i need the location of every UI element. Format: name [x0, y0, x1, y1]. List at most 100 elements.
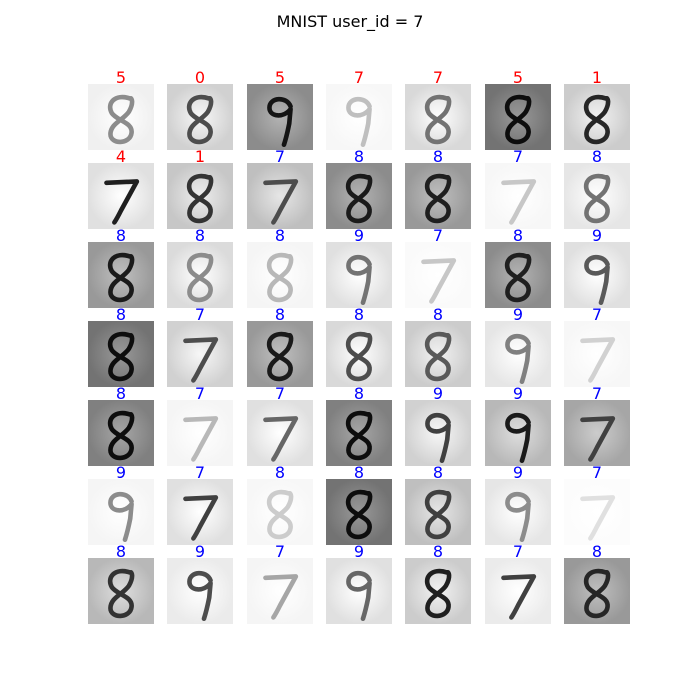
digit-stroke [425, 412, 451, 464]
digit-image [167, 479, 233, 545]
image-background [485, 558, 551, 624]
digit-cell: 8 [88, 228, 154, 308]
predicted-label: 7 [591, 384, 603, 403]
predicted-label: 8 [274, 226, 286, 245]
digit-cell: 1 [167, 149, 233, 229]
digit-image [326, 242, 392, 308]
digit-stroke [424, 173, 452, 224]
digit-stroke [183, 416, 219, 462]
predicted-label: 8 [591, 542, 603, 561]
predicted-label: 7 [194, 384, 206, 403]
digit-cell: 8 [405, 307, 471, 387]
image-background [564, 321, 630, 387]
digit-stroke [584, 254, 610, 306]
digit-stroke [266, 489, 294, 540]
predicted-label: 7 [194, 305, 206, 324]
digit-stroke [424, 489, 452, 540]
digit-cell: 7 [564, 386, 630, 466]
predicted-label: 8 [115, 226, 127, 245]
digit-stroke [346, 96, 372, 148]
image-background [167, 400, 233, 466]
predicted-label: 8 [432, 147, 444, 166]
digit-cell: 5 [485, 70, 551, 150]
predicted-label: 0 [194, 68, 206, 87]
digit-stroke [580, 416, 616, 462]
digit-stroke [504, 94, 532, 145]
image-background [485, 163, 551, 229]
image-background [247, 163, 313, 229]
digit-cell: 7 [167, 386, 233, 466]
digit-image [167, 400, 233, 466]
predicted-label: 7 [353, 68, 365, 87]
digit-image [167, 321, 233, 387]
image-background [167, 321, 233, 387]
digit-image [485, 163, 551, 229]
digit-image [167, 163, 233, 229]
image-background [167, 479, 233, 545]
digit-stroke [345, 410, 373, 461]
digit-stroke [345, 331, 373, 382]
digit-stroke [501, 179, 537, 225]
predicted-label: 9 [194, 542, 206, 561]
digit-image [405, 479, 471, 545]
digit-image [88, 321, 154, 387]
digit-image [167, 558, 233, 624]
predicted-label: 8 [353, 305, 365, 324]
digit-image [564, 84, 630, 150]
digit-stroke [107, 568, 135, 619]
digit-cell: 7 [247, 149, 313, 229]
digit-image [167, 84, 233, 150]
digit-image [405, 84, 471, 150]
page-title: MNIST user_id = 7 [276, 12, 424, 31]
predicted-label: 9 [512, 305, 524, 324]
digit-stroke [501, 574, 537, 620]
predicted-label: 8 [432, 305, 444, 324]
digit-image [405, 558, 471, 624]
digit-stroke [583, 94, 611, 145]
digit-image [485, 242, 551, 308]
digit-stroke [424, 568, 452, 619]
digit-stroke [421, 258, 457, 304]
digit-image [405, 400, 471, 466]
digit-stroke [580, 495, 616, 541]
digit-image [247, 400, 313, 466]
digit-cell: 9 [564, 228, 630, 308]
digit-cell: 7 [564, 307, 630, 387]
digit-image [405, 242, 471, 308]
digit-cell: 8 [326, 149, 392, 229]
digit-image [88, 400, 154, 466]
digit-stroke [107, 331, 135, 382]
predicted-label: 8 [591, 147, 603, 166]
predicted-label: 7 [591, 463, 603, 482]
digit-cell: 5 [247, 70, 313, 150]
digit-stroke [267, 96, 293, 148]
digit-stroke [504, 252, 532, 303]
digit-cell: 8 [485, 228, 551, 308]
digit-image [88, 163, 154, 229]
predicted-label: 7 [274, 147, 286, 166]
digit-image [88, 84, 154, 150]
predicted-label: 5 [115, 68, 127, 87]
digit-cell: 7 [247, 544, 313, 624]
predicted-label: 8 [353, 147, 365, 166]
digit-cell: 7 [167, 465, 233, 545]
predicted-label: 9 [353, 542, 365, 561]
digit-image [247, 84, 313, 150]
digit-stroke [345, 489, 373, 540]
digit-cell: 7 [564, 465, 630, 545]
digit-image [485, 84, 551, 150]
digit-cell: 8 [247, 465, 313, 545]
digit-image [247, 242, 313, 308]
digit-cell: 8 [247, 228, 313, 308]
digit-cell: 8 [405, 465, 471, 545]
digit-stroke [580, 337, 616, 383]
digit-image [88, 242, 154, 308]
digit-image [564, 558, 630, 624]
digit-cell: 9 [326, 544, 392, 624]
digit-stroke [263, 416, 299, 462]
digit-cell: 9 [326, 228, 392, 308]
predicted-label: 8 [115, 384, 127, 403]
digit-cell: 8 [326, 465, 392, 545]
digit-cell: 8 [564, 544, 630, 624]
